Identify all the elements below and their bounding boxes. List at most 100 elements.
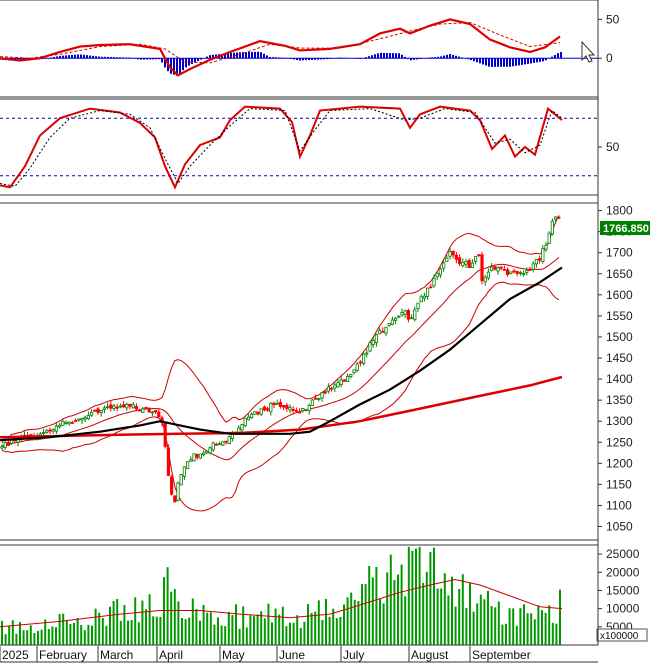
candle-body	[329, 387, 334, 390]
candle-body	[179, 474, 183, 486]
candle-body	[304, 408, 308, 411]
candle-body	[416, 302, 420, 309]
candle-body	[557, 216, 561, 219]
candle-body	[505, 269, 510, 275]
candle-body	[6, 442, 10, 446]
price-tick-label: 1600	[606, 288, 633, 302]
candle-body	[451, 250, 455, 256]
candle-body	[291, 408, 295, 411]
candle-body	[211, 442, 215, 451]
macd-line	[0, 18, 561, 77]
candle-body	[243, 417, 247, 426]
stoch-k-line	[0, 105, 563, 190]
candle-body	[198, 453, 202, 459]
volume-tick-label: 15000	[606, 583, 640, 597]
candle-body	[489, 266, 494, 271]
candle-body	[323, 391, 327, 394]
candle-body	[42, 432, 46, 435]
price-tick-label: 1200	[606, 456, 633, 470]
price-tick-label: 1550	[606, 309, 633, 323]
candle-body	[528, 268, 532, 271]
bollinger-lower	[1, 281, 560, 512]
candle-body	[205, 451, 209, 454]
ma-long-line	[0, 375, 563, 439]
candle-body	[115, 406, 119, 409]
candle-body	[262, 406, 267, 411]
last-price-label-bg	[600, 221, 650, 235]
candle-body	[48, 429, 52, 432]
candle-body	[397, 315, 401, 318]
price-tick-label: 1500	[606, 330, 633, 344]
candle-body	[109, 404, 113, 409]
candle-body	[122, 404, 126, 408]
price-tick-label: 1650	[606, 267, 633, 281]
candle-body	[374, 334, 379, 344]
candle-body	[544, 244, 548, 250]
candle-body	[493, 266, 497, 270]
x-month-label: July	[343, 648, 364, 662]
price-tick-label: 1250	[606, 435, 633, 449]
candle-body	[51, 429, 55, 432]
candle-body	[189, 459, 193, 462]
candle-body	[377, 330, 382, 335]
candle-body	[413, 309, 417, 320]
candle-body	[365, 352, 369, 355]
candle-body	[352, 369, 356, 374]
candle-body	[358, 361, 363, 364]
candle-body	[253, 411, 257, 415]
cursor-icon	[581, 40, 596, 63]
candle-body	[93, 409, 97, 412]
macd-tick-label: 0	[606, 51, 613, 65]
x-axis: 2025 February March April May June July August S…	[0, 646, 598, 663]
price-tick-label: 1050	[606, 520, 633, 534]
candle-body	[480, 254, 484, 282]
x-month-label: March	[100, 648, 133, 662]
candle-body	[106, 406, 110, 408]
candle-body	[454, 254, 459, 260]
price-panel: 1800175017001650160015501500145014001350…	[0, 204, 633, 534]
candle-body	[278, 401, 283, 407]
candle-body	[246, 416, 250, 421]
candle-body	[185, 461, 190, 470]
volume-tick-label: 10000	[606, 602, 640, 616]
candle-body	[438, 268, 443, 276]
candle-body	[509, 271, 513, 275]
macd-tick-label: 50	[606, 12, 620, 26]
ma-short-line	[0, 266, 563, 442]
volume-multiplier-label: x100000	[600, 631, 639, 642]
candle-body	[371, 340, 375, 345]
candle-body	[201, 452, 206, 456]
candle-body	[477, 254, 481, 257]
candle-body	[288, 407, 292, 411]
candle-body	[118, 405, 122, 408]
candle-body	[0, 446, 4, 449]
price-tick-label: 1400	[606, 372, 633, 386]
candle-body	[518, 272, 523, 275]
price-tick-label: 1150	[606, 477, 632, 491]
candle-body	[355, 363, 359, 371]
candle-body	[534, 258, 539, 265]
candle-body	[310, 399, 315, 406]
price-tick-label: 1700	[606, 246, 633, 260]
candle-body	[393, 317, 398, 321]
candle-body	[297, 411, 302, 414]
candle-body	[457, 257, 462, 265]
candle-body	[384, 326, 388, 334]
candle-body	[368, 342, 372, 352]
candle-body	[166, 447, 170, 476]
candle-body	[538, 258, 542, 261]
candle-body	[275, 403, 279, 405]
candle-body	[445, 257, 449, 262]
candle-body	[336, 382, 340, 388]
candle-body	[522, 272, 526, 276]
candle-body	[339, 379, 343, 386]
candle-body	[435, 272, 439, 278]
x-month-label: September	[472, 648, 531, 662]
candle-body	[221, 441, 225, 446]
candle-body	[342, 379, 347, 382]
candle-body	[554, 216, 558, 220]
volume-ma-line	[0, 578, 563, 628]
candle-body	[403, 310, 407, 315]
candle-body	[182, 466, 186, 477]
